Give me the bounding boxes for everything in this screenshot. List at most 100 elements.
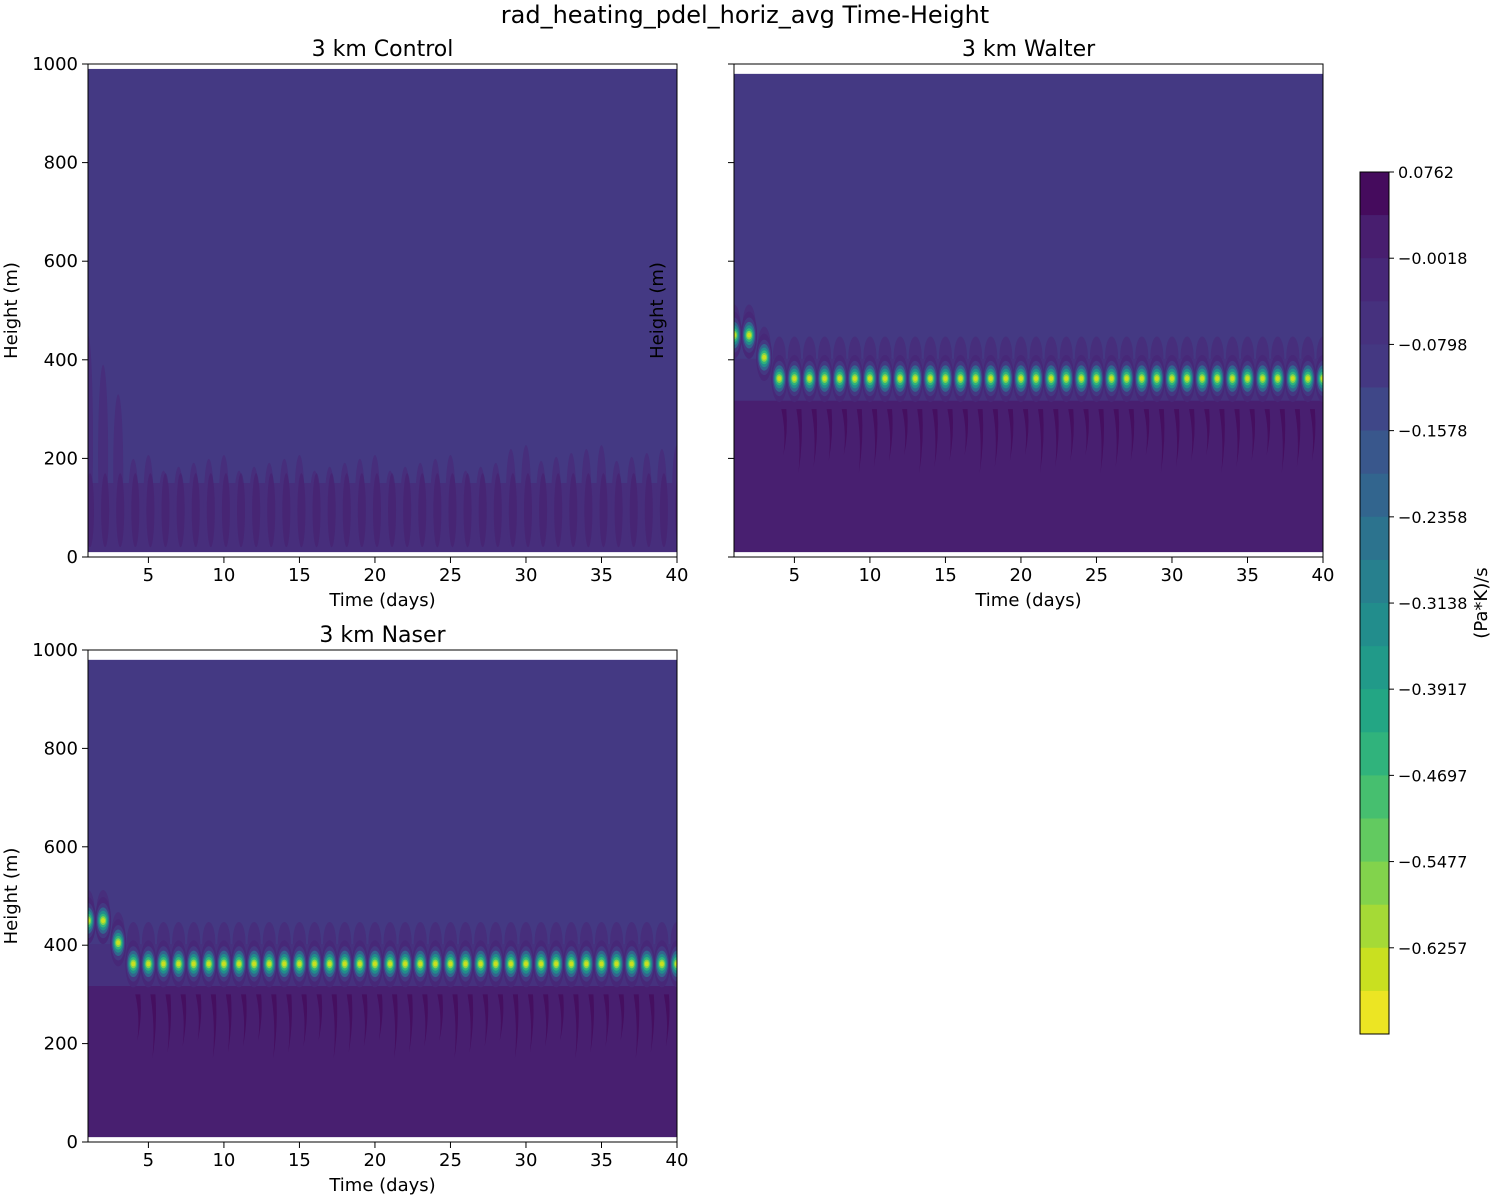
cooling-streak xyxy=(618,994,625,1041)
y-tick-label: 200 xyxy=(44,1034,78,1055)
cooling-streak xyxy=(482,994,489,1047)
cooling-streak xyxy=(527,994,534,1053)
cooling-streak xyxy=(1204,409,1210,456)
cooling-streak xyxy=(286,994,292,1053)
cooling-streak xyxy=(512,994,519,1059)
cooling-streak xyxy=(225,994,232,1053)
colorbar-level xyxy=(1360,430,1389,475)
colorbar-level xyxy=(1360,990,1389,1035)
layer-core xyxy=(372,473,381,548)
cooling-streak xyxy=(1007,409,1014,462)
cooling-streak xyxy=(346,994,353,1053)
x-tick-label: 15 xyxy=(934,565,957,586)
cooling-blob xyxy=(852,376,857,381)
cooling-blob xyxy=(1185,376,1190,381)
colorbar-tick-label: −0.1578 xyxy=(1398,422,1467,441)
x-tick-label: 10 xyxy=(212,1150,235,1171)
x-tick-label: 40 xyxy=(666,565,689,586)
cooling-blob xyxy=(372,961,377,967)
layer-core xyxy=(433,473,442,548)
cooling-blob xyxy=(206,961,211,967)
panel-walter: 5 10 15 20 25 30 35 40 3 km Walter Time (days) Hei… xyxy=(647,37,1334,611)
y-tick-label: 200 xyxy=(44,448,78,469)
layer-core xyxy=(644,473,653,548)
cooling-blob xyxy=(792,376,797,381)
cooling-blob xyxy=(599,961,604,967)
y-tick-label: 0 xyxy=(67,1132,78,1153)
layer-core xyxy=(131,473,140,548)
cooling-streak xyxy=(467,994,474,1053)
x-tick-label: 15 xyxy=(288,1150,311,1171)
layer-core xyxy=(418,473,427,548)
layer-core xyxy=(508,473,517,548)
cooling-blob xyxy=(1003,376,1008,381)
cooling-blob xyxy=(1154,376,1159,381)
heatmap-field xyxy=(88,64,677,557)
layer-core xyxy=(161,473,170,548)
colorbar-level xyxy=(1360,215,1389,259)
cooling-blob xyxy=(883,376,888,381)
x-tick-label: 20 xyxy=(363,565,386,586)
colorbar-level xyxy=(1360,818,1389,863)
x-axis-label: Time (days) xyxy=(328,1175,435,1196)
layer-core xyxy=(206,473,215,548)
x-tick-label: 25 xyxy=(439,565,462,586)
cooling-blob xyxy=(312,961,317,967)
cooling-blob xyxy=(659,961,664,967)
cooling-blob xyxy=(357,961,362,967)
y-tick-label: 1000 xyxy=(32,640,78,661)
x-tick-label: 30 xyxy=(1161,565,1184,586)
colorbar-tick-label: −0.5477 xyxy=(1398,853,1467,872)
cooling-streak xyxy=(558,994,564,1041)
layer-core xyxy=(523,473,532,548)
colorbar-level xyxy=(1360,559,1389,604)
cooling-blob xyxy=(1215,376,1220,381)
cooling-streak xyxy=(871,409,878,468)
cooling-streak xyxy=(135,994,141,1041)
cooling-blob xyxy=(1169,376,1174,381)
colorbar-level xyxy=(1360,301,1389,345)
cooling-streak xyxy=(1038,409,1044,474)
cooling-streak xyxy=(1083,409,1089,456)
x-tick-label: 10 xyxy=(858,565,881,586)
cooling-blob xyxy=(237,961,242,967)
x-tick-label: 20 xyxy=(1009,565,1032,586)
layer-core xyxy=(478,473,487,548)
cooling-blob xyxy=(1109,376,1114,381)
cooling-streak xyxy=(811,409,818,468)
cooling-blob xyxy=(191,961,196,967)
colorbar-level xyxy=(1360,732,1389,776)
cooling-blob xyxy=(1034,376,1039,381)
cooling-streak xyxy=(992,409,999,468)
cooling-blob xyxy=(1079,376,1084,381)
cooling-streak xyxy=(1279,409,1286,474)
x-tick-label: 35 xyxy=(590,565,613,586)
y-axis-label: Height (m) xyxy=(647,262,668,359)
layer-core xyxy=(493,473,502,548)
cooling-streak xyxy=(1294,409,1301,468)
cooling-blob xyxy=(342,961,347,967)
x-axis-label: Time (days) xyxy=(328,590,435,611)
layer-core xyxy=(675,478,677,543)
cooling-blob xyxy=(539,961,544,967)
cooling-streak xyxy=(573,994,579,1059)
cooling-streak xyxy=(663,994,670,1047)
colorbar-tick-label: −0.3138 xyxy=(1398,594,1467,613)
layer-core xyxy=(554,473,563,548)
layer-core xyxy=(357,473,366,548)
colorbar-tick-label: −0.6257 xyxy=(1398,939,1467,958)
x-tick-label: 40 xyxy=(666,1150,689,1171)
x-tick-label: 25 xyxy=(439,1150,462,1171)
y-tick-label: 400 xyxy=(44,935,78,956)
cooling-blob xyxy=(1064,376,1069,381)
cooling-blob xyxy=(988,376,993,381)
panel-title: 3 km Walter xyxy=(962,37,1096,62)
cooling-streak xyxy=(1053,409,1059,468)
layer-core xyxy=(146,473,155,548)
cooling-blob xyxy=(297,961,302,967)
cooling-blob xyxy=(463,961,468,967)
layer-core xyxy=(297,473,306,548)
cooling-blob xyxy=(116,940,121,946)
y-axis-label: Height (m) xyxy=(1,262,22,359)
